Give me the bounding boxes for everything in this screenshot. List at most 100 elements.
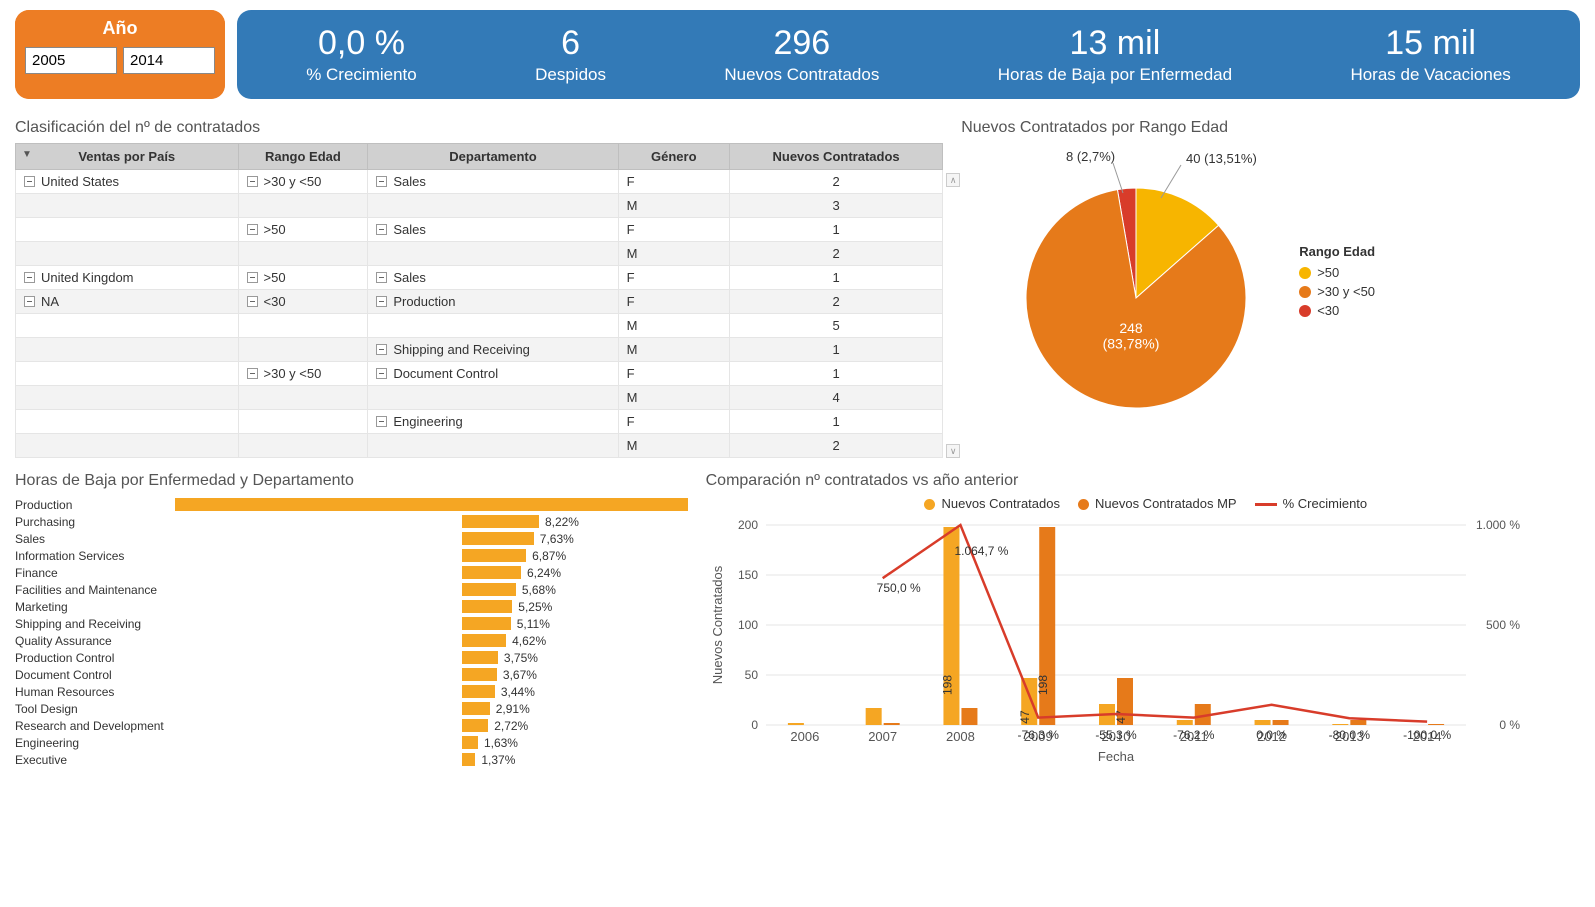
table-row[interactable]: >30 y <50Document ControlF1: [16, 362, 943, 386]
table-row[interactable]: United Kingdom>50SalesF1: [16, 266, 943, 290]
combo-legend-item[interactable]: % Crecimiento: [1249, 496, 1368, 511]
kpi-3: 13 milHoras de Baja por Enfermedad: [998, 24, 1232, 85]
table-header[interactable]: Género: [618, 144, 729, 170]
table-cell: [16, 242, 239, 266]
hbar-row[interactable]: Quality Assurance 4,62%: [15, 632, 688, 649]
table-cell: Sales: [368, 170, 618, 194]
hbar-row[interactable]: Research and Development 2,72%: [15, 717, 688, 734]
table-row[interactable]: >50SalesF1: [16, 218, 943, 242]
expand-icon[interactable]: [376, 416, 387, 427]
table-row[interactable]: United States>30 y <50SalesF2: [16, 170, 943, 194]
hbar-row[interactable]: Engineering 1,63%: [15, 734, 688, 751]
table-row[interactable]: Shipping and ReceivingM1: [16, 338, 943, 362]
clasif-table[interactable]: ▼Ventas por PaísRango EdadDepartamentoGé…: [15, 143, 943, 458]
combo-chart[interactable]: 0501001502000 %500 %1.000 %2006200720082…: [706, 515, 1526, 765]
table-cell: [16, 362, 239, 386]
legend-dot-icon: [924, 499, 935, 510]
expand-icon[interactable]: [376, 272, 387, 283]
table-cell: [238, 386, 368, 410]
hbar-row[interactable]: Shipping and Receiving 5,11%: [15, 615, 688, 632]
hbar-row[interactable]: Production Control 3,75%: [15, 649, 688, 666]
hbar-row[interactable]: Document Control 3,67%: [15, 666, 688, 683]
expand-icon[interactable]: [376, 368, 387, 379]
hbar-row[interactable]: Finance 6,24%: [15, 564, 688, 581]
table-cell: 2: [729, 434, 942, 458]
pie-chart[interactable]: 248(83,78%)8 (2,7%)40 (13,51%): [961, 143, 1281, 423]
kpi-4: 15 milHoras de Vacaciones: [1350, 24, 1510, 85]
expand-icon[interactable]: [247, 176, 258, 187]
hbar-chart[interactable]: Production Purchasing 8,22%Sales 7,63%In…: [15, 496, 688, 768]
hbar-row[interactable]: Production: [15, 496, 688, 513]
year-filter-title: Año: [25, 18, 215, 39]
expand-icon[interactable]: [24, 296, 35, 307]
expand-icon[interactable]: [247, 224, 258, 235]
hbar-label: Sales: [15, 532, 175, 546]
scroll-down-icon[interactable]: ∨: [946, 444, 960, 458]
table-row[interactable]: M2: [16, 434, 943, 458]
hbar-row[interactable]: Sales 7,63%: [15, 530, 688, 547]
legend-item[interactable]: <30: [1299, 303, 1375, 318]
svg-text:0 %: 0 %: [1499, 718, 1520, 732]
year-to-input[interactable]: [123, 47, 215, 74]
hbar-label: Tool Design: [15, 702, 175, 716]
hbar-row[interactable]: Marketing 5,25%: [15, 598, 688, 615]
year-from-input[interactable]: [25, 47, 117, 74]
combo-legend-item[interactable]: Nuevos Contratados MP: [1072, 496, 1237, 511]
hbar-label: Human Resources: [15, 685, 175, 699]
legend-label: >30 y <50: [1317, 284, 1375, 299]
expand-icon[interactable]: [376, 176, 387, 187]
table-row[interactable]: EngineeringF1: [16, 410, 943, 434]
legend-item[interactable]: >30 y <50: [1299, 284, 1375, 299]
table-cell: [368, 314, 618, 338]
table-cell: Shipping and Receiving: [368, 338, 618, 362]
table-header[interactable]: ▼Ventas por País: [16, 144, 239, 170]
table-cell: M: [618, 314, 729, 338]
table-header[interactable]: Rango Edad: [238, 144, 368, 170]
combo-title: Comparación nº contratados vs año anteri…: [706, 472, 1580, 490]
hbar-row[interactable]: Human Resources 3,44%: [15, 683, 688, 700]
table-row[interactable]: M3: [16, 194, 943, 218]
hbar-row[interactable]: Executive 1,37%: [15, 751, 688, 768]
hbar-title: Horas de Baja por Enfermedad y Departame…: [15, 472, 688, 490]
expand-icon[interactable]: [247, 296, 258, 307]
table-row[interactable]: M2: [16, 242, 943, 266]
hbar-row[interactable]: Purchasing 8,22%: [15, 513, 688, 530]
table-cell: United Kingdom: [16, 266, 239, 290]
scroll-up-icon[interactable]: ∧: [946, 173, 960, 187]
table-cell: [238, 314, 368, 338]
table-cell: 1: [729, 338, 942, 362]
table-cell: >50: [238, 266, 368, 290]
hbar-value: 3,44%: [501, 685, 535, 699]
table-scrollbar[interactable]: ∧ ∨: [945, 173, 961, 458]
expand-icon[interactable]: [247, 368, 258, 379]
table-header[interactable]: Nuevos Contratados: [729, 144, 942, 170]
year-filter-card: Año: [15, 10, 225, 99]
hbar-row[interactable]: Information Services 6,87%: [15, 547, 688, 564]
expand-icon[interactable]: [376, 224, 387, 235]
svg-text:-55,3 %: -55,3 %: [1095, 728, 1137, 742]
table-row[interactable]: M5: [16, 314, 943, 338]
hbar-row[interactable]: Tool Design 2,91%: [15, 700, 688, 717]
kpi-label: % Crecimiento: [306, 65, 417, 85]
svg-text:40 (13,51%): 40 (13,51%): [1186, 151, 1257, 166]
table-row[interactable]: NA<30ProductionF2: [16, 290, 943, 314]
legend-item[interactable]: >50: [1299, 265, 1375, 280]
table-cell: [368, 386, 618, 410]
expand-icon[interactable]: [376, 296, 387, 307]
expand-icon[interactable]: [24, 176, 35, 187]
table-cell: 5: [729, 314, 942, 338]
combo-legend-item[interactable]: Nuevos Contratados: [918, 496, 1060, 511]
expand-icon[interactable]: [24, 272, 35, 283]
expand-icon[interactable]: [247, 272, 258, 283]
table-cell: 4: [729, 386, 942, 410]
svg-text:47: 47: [1018, 710, 1032, 724]
expand-icon[interactable]: [376, 344, 387, 355]
hbar-label: Production Control: [15, 651, 175, 665]
hbar-row[interactable]: Facilities and Maintenance 5,68%: [15, 581, 688, 598]
table-cell: [16, 314, 239, 338]
hbar-value: 2,91%: [496, 702, 530, 716]
table-header[interactable]: Departamento: [368, 144, 618, 170]
table-cell: 2: [729, 170, 942, 194]
table-cell: 1: [729, 266, 942, 290]
table-row[interactable]: M4: [16, 386, 943, 410]
